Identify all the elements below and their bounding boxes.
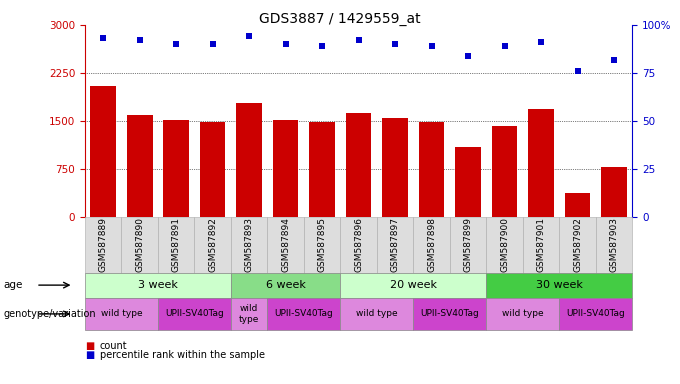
- Text: GSM587893: GSM587893: [245, 217, 254, 272]
- Text: count: count: [100, 341, 128, 351]
- Point: [390, 41, 401, 47]
- Bar: [309, 122, 335, 217]
- Point: [499, 43, 510, 49]
- Text: UPII-SV40Tag: UPII-SV40Tag: [566, 310, 626, 318]
- Bar: [273, 120, 299, 217]
- Point: [317, 43, 328, 49]
- Text: wild type: wild type: [356, 310, 398, 318]
- Bar: [200, 122, 226, 217]
- Text: GSM587891: GSM587891: [172, 217, 181, 272]
- Text: ■: ■: [85, 350, 95, 360]
- Text: 30 week: 30 week: [536, 280, 583, 290]
- Text: GSM587895: GSM587895: [318, 217, 326, 272]
- Text: genotype/variation: genotype/variation: [3, 309, 96, 319]
- Point: [609, 56, 619, 63]
- Text: 6 week: 6 week: [266, 280, 305, 290]
- Text: UPII-SV40Tag: UPII-SV40Tag: [165, 310, 224, 318]
- Text: UPII-SV40Tag: UPII-SV40Tag: [420, 310, 479, 318]
- Point: [462, 53, 473, 59]
- Bar: [419, 122, 445, 217]
- Text: ■: ■: [85, 341, 95, 351]
- Bar: [528, 109, 554, 217]
- Point: [354, 37, 364, 43]
- Point: [280, 41, 291, 47]
- Text: percentile rank within the sample: percentile rank within the sample: [100, 350, 265, 360]
- Text: GDS3887 / 1429559_at: GDS3887 / 1429559_at: [259, 12, 421, 25]
- Bar: [127, 114, 152, 217]
- Text: GSM587896: GSM587896: [354, 217, 363, 272]
- Bar: [565, 193, 590, 217]
- Bar: [90, 86, 116, 217]
- Text: GSM587889: GSM587889: [99, 217, 107, 272]
- Text: wild
type: wild type: [239, 304, 259, 324]
- Bar: [163, 120, 189, 217]
- Bar: [456, 147, 481, 217]
- Text: GSM587899: GSM587899: [464, 217, 473, 272]
- Text: GSM587898: GSM587898: [427, 217, 436, 272]
- Point: [98, 35, 109, 41]
- Point: [171, 41, 182, 47]
- Point: [572, 68, 583, 74]
- Bar: [382, 118, 408, 217]
- Point: [536, 39, 547, 45]
- Text: wild type: wild type: [101, 310, 142, 318]
- Text: 20 week: 20 week: [390, 280, 437, 290]
- Text: GSM587900: GSM587900: [500, 217, 509, 272]
- Text: GSM587901: GSM587901: [537, 217, 545, 272]
- Text: GSM587890: GSM587890: [135, 217, 144, 272]
- Bar: [601, 167, 627, 217]
- Text: age: age: [3, 280, 22, 290]
- Point: [243, 33, 254, 40]
- Text: 3 week: 3 week: [138, 280, 178, 290]
- Point: [135, 37, 146, 43]
- Text: GSM587892: GSM587892: [208, 217, 217, 272]
- Bar: [346, 113, 371, 217]
- Text: GSM587894: GSM587894: [282, 217, 290, 272]
- Point: [207, 41, 218, 47]
- Point: [426, 43, 437, 49]
- Bar: [492, 126, 517, 217]
- Text: GSM587897: GSM587897: [391, 217, 400, 272]
- Bar: [237, 103, 262, 217]
- Text: GSM587902: GSM587902: [573, 217, 582, 272]
- Text: GSM587903: GSM587903: [610, 217, 619, 272]
- Text: wild type: wild type: [502, 310, 544, 318]
- Text: UPII-SV40Tag: UPII-SV40Tag: [275, 310, 333, 318]
